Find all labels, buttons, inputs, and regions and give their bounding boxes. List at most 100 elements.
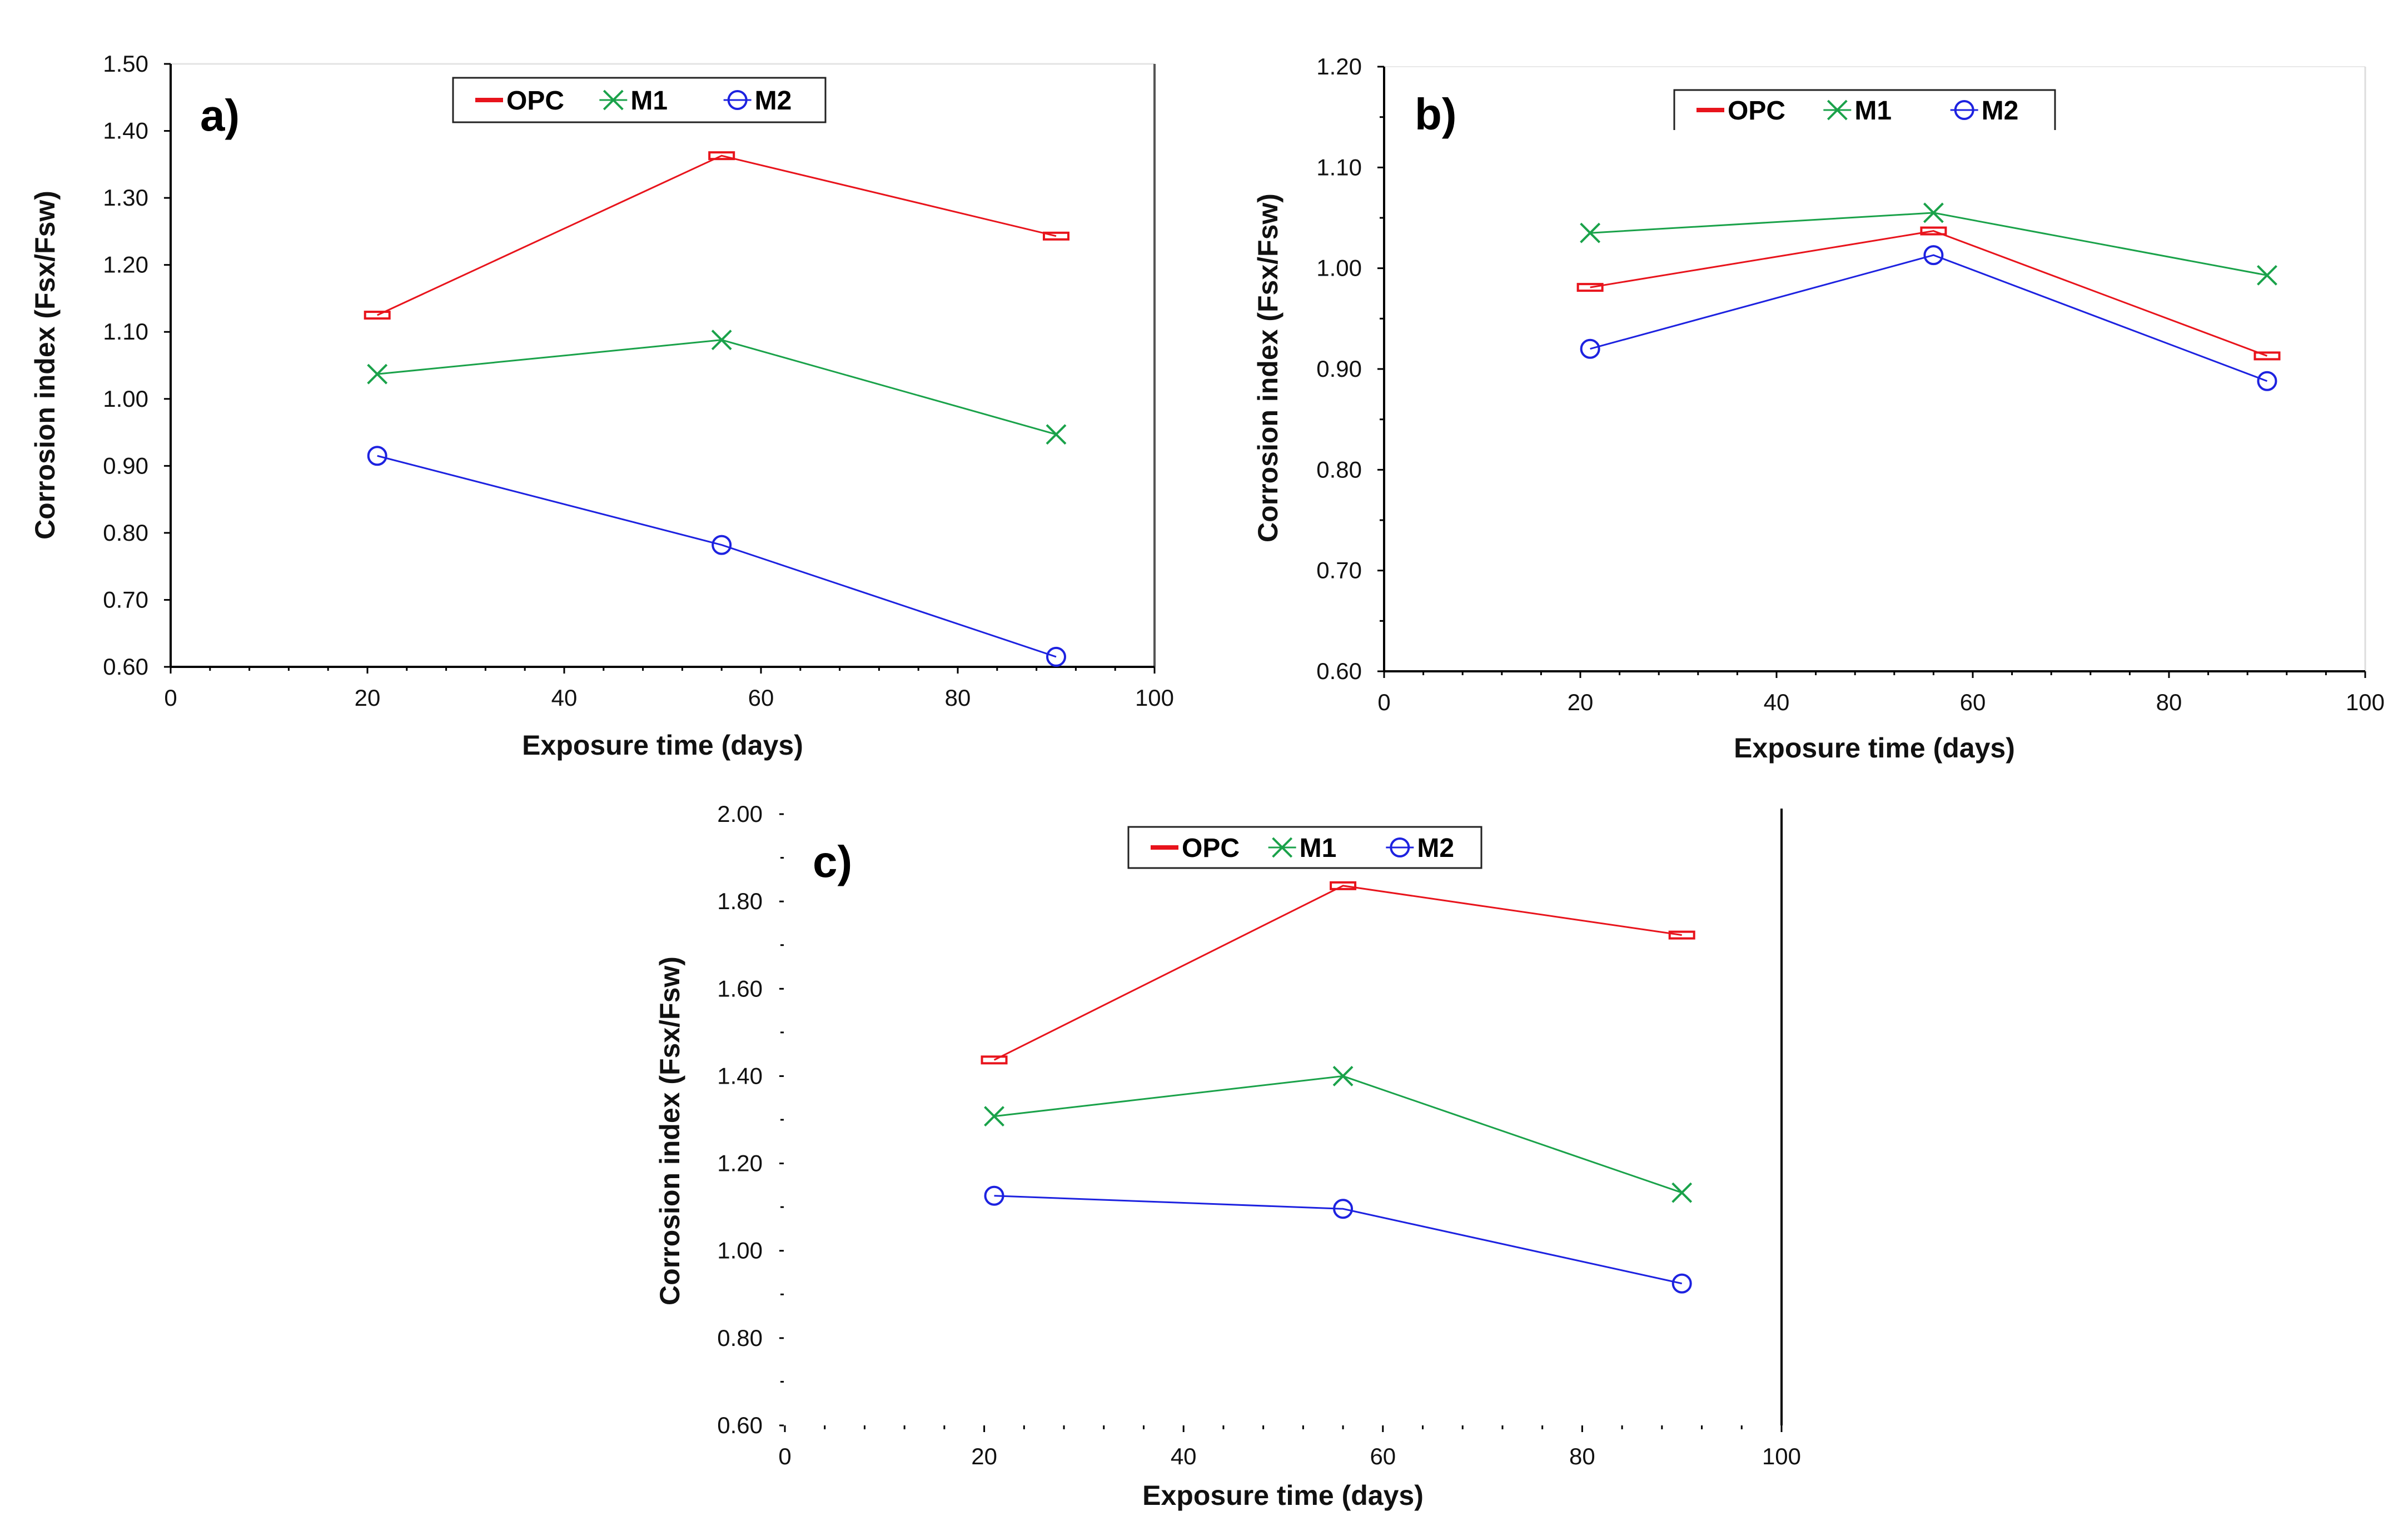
legend-label-opc: OPC (506, 86, 564, 116)
series-line-opc (1590, 230, 2268, 357)
data-point-opc (708, 151, 735, 161)
x-tick-label: 80 (1569, 1443, 1595, 1469)
y-tick-label: 0.60 (1316, 658, 1362, 684)
y-axis-title: Corrosion index (Fsx/Fsw) (654, 956, 685, 1305)
data-point-m2 (984, 1185, 1004, 1206)
data-point-m1 (711, 330, 732, 351)
y-tick-label: 0.80 (103, 520, 148, 546)
legend-label-m1: M1 (1300, 834, 1337, 863)
data-point-m2 (1671, 1273, 1692, 1294)
legend-label-m2: M2 (1417, 834, 1454, 863)
chart-panel-a: 0.60 0.70 0.80 0.90 1.00 1.10 1.20 1.30 1.40 1.50… (29, 51, 1174, 761)
y-tick-label: 1.20 (717, 1150, 763, 1176)
legend-label-m1: M1 (630, 86, 668, 116)
y-tick-label: 1.00 (103, 386, 148, 412)
panel-label: c) (813, 837, 852, 886)
y-tick-label: 0.70 (1316, 557, 1362, 584)
series-line-m1 (1590, 212, 2267, 276)
x-tick-label: 20 (1568, 689, 1594, 715)
panel-label: a) (200, 91, 240, 140)
y-tick-label: 1.50 (103, 51, 148, 77)
data-point-m1 (1671, 1182, 1693, 1203)
legend-box (1127, 826, 1482, 869)
series-line-m1 (994, 1075, 1683, 1194)
data-point-m2 (367, 446, 387, 466)
y-tick-label: 0.60 (717, 1412, 763, 1438)
y-tick-label: 1.40 (717, 1063, 763, 1089)
data-point-opc (1668, 930, 1695, 940)
x-tick-label: 40 (551, 685, 578, 711)
legend-label-m2: M2 (755, 86, 792, 116)
x-tick-label: 100 (1135, 685, 1174, 711)
y-tick-label: 1.00 (1316, 255, 1362, 281)
series-line-opc (377, 154, 1057, 316)
x-axis-title: Exposure time (days) (1734, 732, 2015, 764)
y-axis-title: Corrosion index (Fsx/Fsw) (29, 191, 61, 540)
series-line-m2 (994, 1195, 1683, 1285)
x-tick-label: 20 (355, 685, 381, 711)
x-tick-label: 40 (1764, 689, 1790, 715)
y-tick-label: 2.00 (717, 801, 763, 827)
y-tick-label: 1.20 (1316, 53, 1362, 79)
data-point-opc (1330, 881, 1357, 890)
data-point-m1 (1332, 1066, 1354, 1086)
legend-marker-m1 (1272, 837, 1293, 858)
data-point-m2 (1333, 1199, 1354, 1219)
chart-panel-c: 0.60 0.80 1.00 1.20 1.40 1.60 1.80 2.00 0 20 40 60 8… (654, 801, 1801, 1511)
data-point-m1 (984, 1106, 1004, 1127)
y-tick-label: 0.60 (103, 654, 148, 680)
data-point-opc (364, 311, 391, 320)
y-tick-label: 0.70 (103, 586, 148, 612)
x-tick-label: 0 (164, 685, 177, 711)
y-tick-label: 1.10 (1316, 154, 1362, 180)
legend-label-m2: M2 (1982, 96, 2019, 126)
data-point-opc (981, 1055, 1008, 1065)
y-axis-title: Corrosion index (Fsx/Fsw) (1252, 193, 1283, 542)
x-tick-label: 60 (1960, 689, 1986, 715)
x-tick-label: 60 (1370, 1443, 1396, 1469)
y-tick-label: 0.90 (103, 452, 148, 478)
x-tick-label: 60 (748, 685, 774, 711)
legend-marker-m2 (1390, 837, 1410, 857)
y-tick-label: 1.30 (103, 184, 148, 211)
legend: OPC M1 M2 (1673, 89, 2056, 130)
data-point-m2 (712, 535, 732, 555)
legend-marker-m1 (1827, 99, 1848, 121)
data-point-m1 (1046, 424, 1067, 445)
data-point-m2 (1923, 245, 1944, 266)
y-tick-label: 1.20 (103, 252, 148, 278)
legend-label-m1: M1 (1854, 96, 1892, 126)
y-tick-label: 1.40 (103, 118, 148, 144)
data-point-m2 (1046, 646, 1066, 667)
panel-label: b) (1415, 89, 1457, 139)
x-axis-title: Exposure time (days) (1142, 1480, 1424, 1511)
data-point-opc (1920, 226, 1947, 236)
legend-marker-m1 (603, 89, 624, 111)
series-line-m1 (377, 339, 1057, 436)
x-tick-label: 40 (1171, 1443, 1197, 1469)
x-tick-label: 0 (1377, 689, 1390, 715)
chart-panel-b: 0.60 0.70 0.80 0.90 1.00 1.10 1.20 0 20 40 60 80 100… (1252, 53, 2385, 764)
data-point-opc (1576, 283, 1604, 292)
series-line-opc (993, 885, 1682, 1061)
series-line-m2 (1590, 254, 2268, 382)
data-point-m2 (2257, 371, 2277, 391)
data-point-opc (2253, 351, 2281, 361)
data-point-m1 (367, 363, 388, 385)
y-tick-label: 0.80 (717, 1325, 763, 1351)
legend: OPC M1 M2 (452, 77, 827, 123)
x-axis-title: Exposure time (days) (522, 730, 803, 761)
x-tick-label: 80 (945, 685, 971, 711)
data-point-m1 (1923, 202, 1944, 223)
y-tick-label: 0.80 (1316, 456, 1362, 482)
data-point-opc (1043, 231, 1069, 241)
y-tick-label: 0.90 (1316, 356, 1362, 382)
x-tick-label: 0 (778, 1443, 791, 1469)
x-tick-label: 80 (2156, 689, 2182, 715)
data-point-m1 (1580, 222, 1601, 243)
legend-marker-m2 (1954, 100, 1974, 120)
legend-label-opc: OPC (1728, 96, 1785, 126)
y-tick-label: 1.80 (717, 888, 763, 914)
data-point-m1 (2257, 265, 2277, 286)
